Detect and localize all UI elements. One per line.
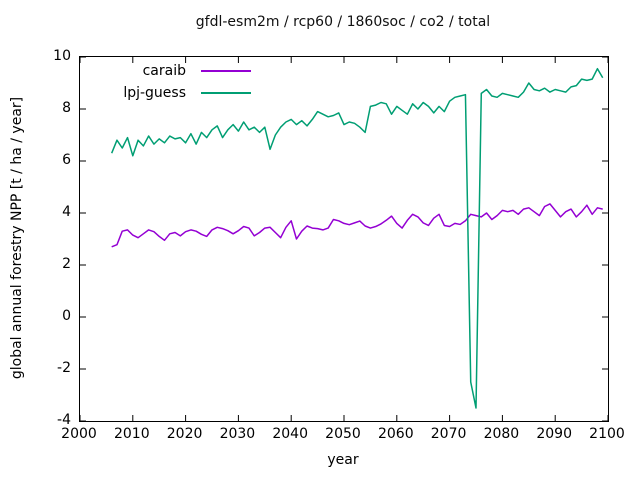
- x-tick-label: 2060: [377, 426, 414, 442]
- legend-item-caraib: caraib: [95, 60, 251, 82]
- x-tick-label: 2090: [536, 426, 572, 442]
- x-tick-label: 2100: [589, 426, 625, 442]
- legend-label-caraib: caraib: [142, 63, 186, 79]
- legend-line-sample-lpj-guess: [201, 92, 251, 94]
- x-tick-label: 2040: [272, 426, 308, 442]
- y-tick-label: 8: [62, 100, 71, 116]
- legend-label-lpj-guess: lpj-guess: [123, 85, 186, 101]
- legend-line-sample-caraib: [201, 70, 251, 72]
- x-tick-label: 2080: [483, 426, 520, 442]
- y-tick-label: 0: [62, 308, 71, 324]
- legend-item-lpj-guess: lpj-guess: [95, 82, 251, 104]
- x-tick-label: 2020: [166, 426, 203, 442]
- y-tick-label: -4: [57, 412, 71, 428]
- series-line-caraib: [111, 203, 603, 248]
- x-tick-label: 2050: [325, 426, 361, 442]
- plot-canvas: [80, 57, 608, 421]
- y-tick-label: 2: [62, 256, 71, 272]
- legend: caraib lpj-guess: [95, 60, 251, 104]
- chart-title: gfdl-esm2m / rcp60 / 1860soc / co2 / tot…: [195, 14, 491, 30]
- y-tick-label: 10: [53, 48, 71, 64]
- y-tick-label: 6: [62, 152, 71, 168]
- y-axis-title: global annual forestry NPP [t / ha / yea…: [9, 96, 25, 380]
- x-tick-label: 2030: [219, 426, 256, 442]
- y-tick-label: 4: [62, 204, 71, 220]
- series-line-lpj-guess: [110, 67, 604, 409]
- x-tick-label: 2000: [61, 426, 97, 442]
- x-tick-label: 2010: [113, 426, 150, 442]
- y-tick-label: -2: [57, 360, 71, 376]
- x-tick-label: 2070: [430, 426, 467, 442]
- x-axis-title: year: [327, 452, 359, 468]
- plot-area: [79, 56, 609, 422]
